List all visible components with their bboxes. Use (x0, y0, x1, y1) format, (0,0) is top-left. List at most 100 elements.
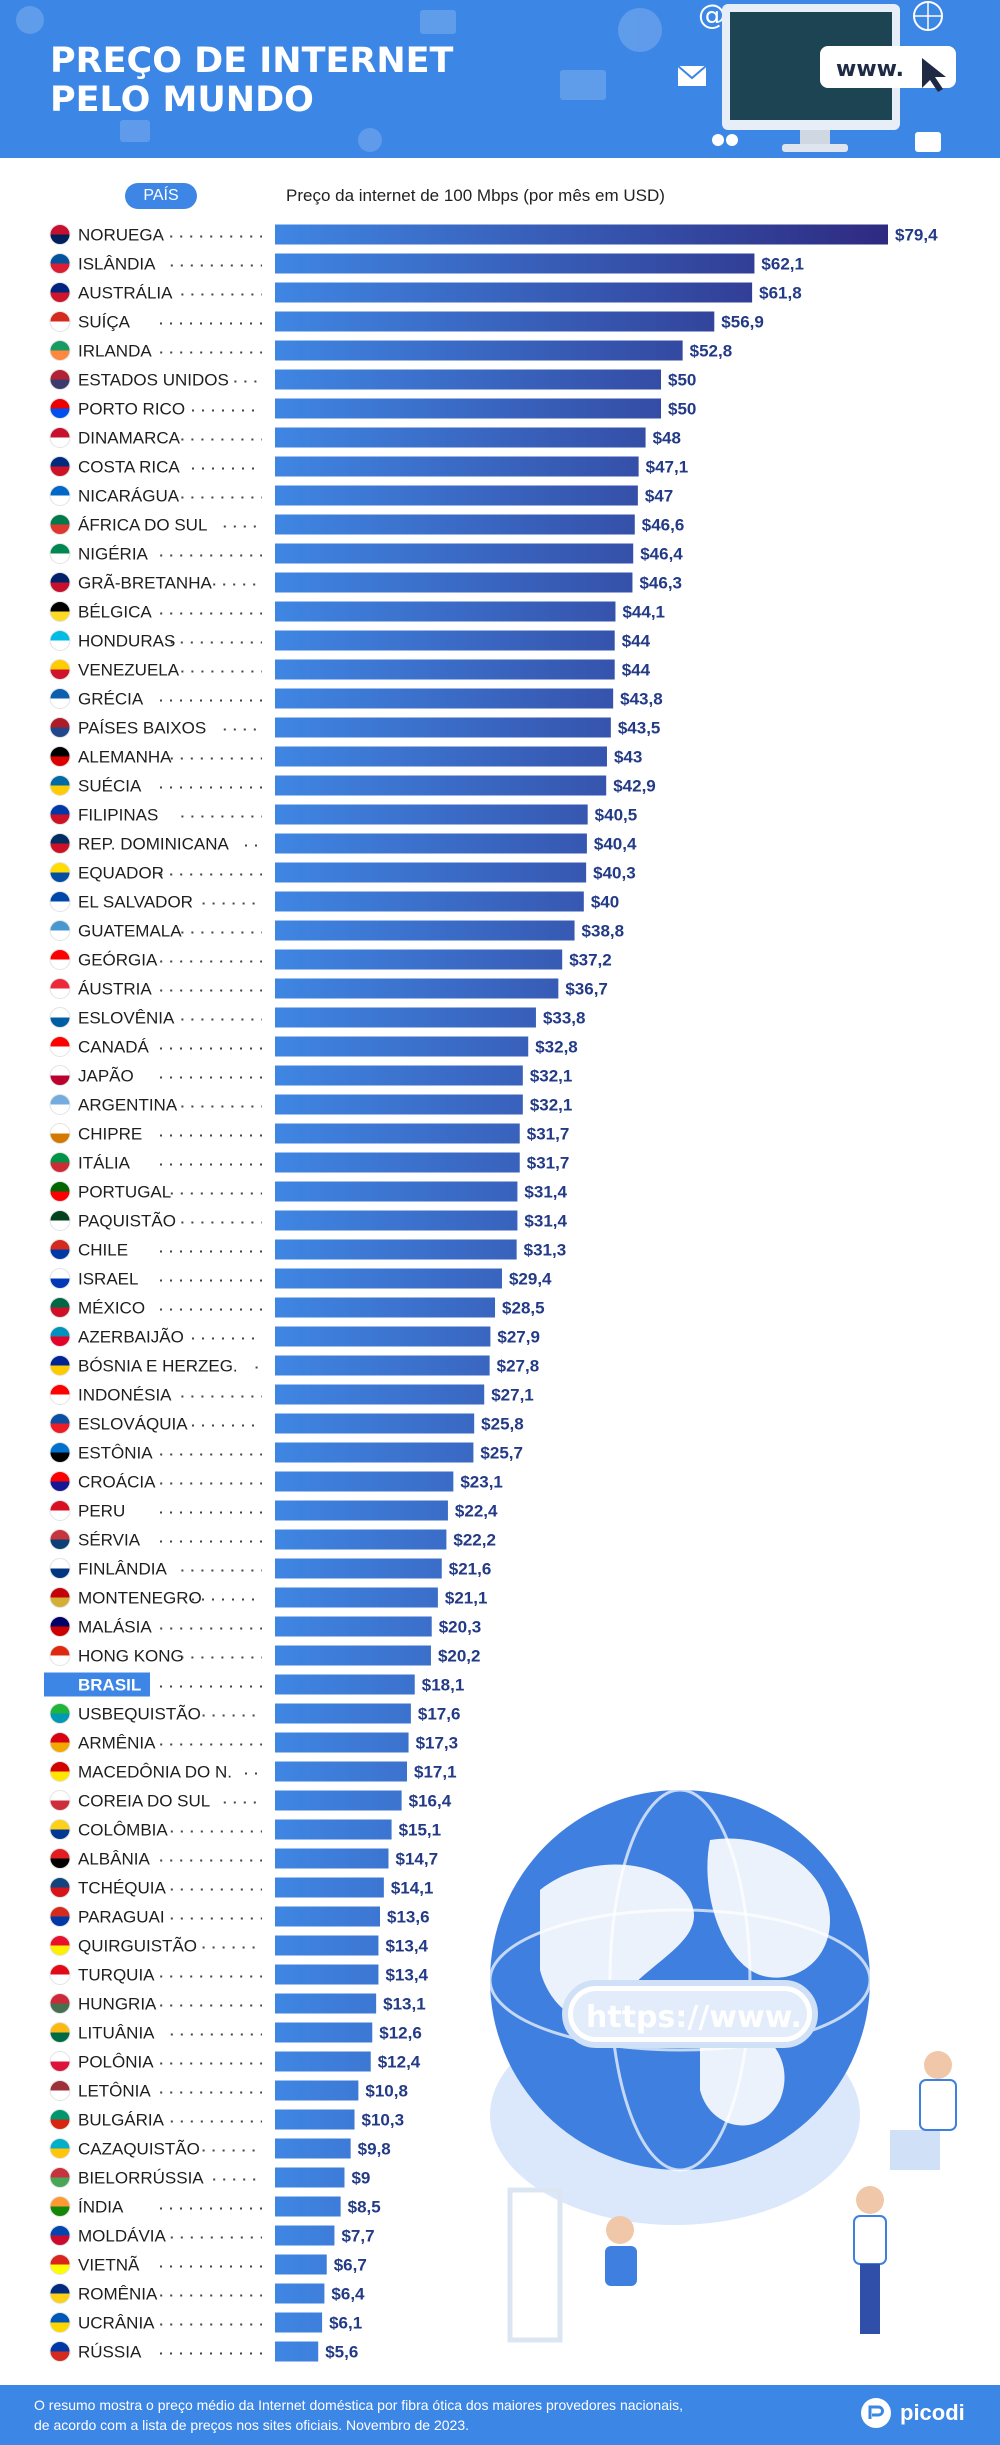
bar (275, 1993, 377, 2014)
country-label: GRÃ-BRETANHA (78, 574, 212, 593)
flag-icon (49, 2196, 71, 2217)
country-label: ALBÂNIA (78, 1850, 150, 1869)
bar (275, 1616, 432, 1637)
bar (275, 659, 615, 680)
value-label: $23,1 (460, 1473, 503, 1492)
bar (275, 1790, 402, 1811)
country-label: AZERBAIJÃO (78, 1328, 184, 1347)
chart-row: ESTÔNIA $25,7 (49, 1442, 523, 1463)
chart-row: PAÍSES BAIXOS $43,5 (49, 717, 660, 738)
value-label: $48 (653, 429, 681, 448)
flag-icon (49, 1790, 71, 1811)
bar (275, 1036, 529, 1057)
country-label: BÓSNIA E HERZEG. (78, 1357, 238, 1376)
country-label: ÍNDIA (78, 2198, 124, 2217)
chart-row: MOLDÁVIA $7,7 (49, 2225, 375, 2246)
brand-name: picodi (900, 2400, 965, 2425)
country-label: NIGÉRIA (78, 545, 149, 564)
chart-row: CROÁCIA $23,1 (49, 1471, 503, 1492)
country-label: VENEZUELA (78, 661, 180, 680)
flag-icon (49, 1703, 71, 1724)
country-label: JAPÃO (78, 1067, 134, 1086)
chart-row: COREIA DO SUL $16,4 (49, 1790, 452, 1811)
flag-icon (49, 920, 71, 941)
value-label: $28,5 (502, 1299, 545, 1318)
value-label: $62,1 (761, 255, 804, 274)
bar (275, 775, 607, 796)
country-label: PORTUGAL (78, 1183, 171, 1202)
flag-icon (49, 775, 71, 796)
chart-row: NIGÉRIA $46,4 (49, 543, 683, 564)
flag-icon (49, 1152, 71, 1173)
country-label: NORUEGA (78, 226, 165, 245)
value-label: $22,2 (453, 1531, 496, 1550)
bar (275, 1239, 517, 1260)
url-pill (562, 1980, 818, 2048)
bar (275, 1471, 454, 1492)
flag-icon (49, 1355, 71, 1376)
bar (275, 456, 639, 477)
bar (275, 1326, 491, 1347)
chart-row: GRÉCIA $43,8 (49, 688, 663, 709)
value-label: $8,5 (348, 2198, 381, 2217)
bar (275, 1732, 409, 1753)
chart-row: BIELORRÚSSIA $9 (49, 2167, 370, 2188)
value-label: $40,3 (593, 864, 636, 883)
bar (275, 398, 662, 419)
cursor-icon (922, 58, 946, 92)
value-label: $9,8 (358, 2140, 391, 2159)
value-label: $32,1 (530, 1096, 573, 1115)
value-label: $47,1 (646, 458, 689, 477)
country-label: ITÁLIA (78, 1154, 131, 1173)
value-label: $22,4 (455, 1502, 498, 1521)
country-label: CROÁCIA (78, 1473, 156, 1492)
country-label: ARGENTINA (78, 1096, 178, 1115)
value-label: $47 (645, 487, 673, 506)
value-label: $27,1 (491, 1386, 534, 1405)
chart-row: RÚSSIA $5,6 (49, 2341, 358, 2362)
footnote-line-2: de acordo com a lista de preços nos site… (34, 2417, 470, 2433)
bar (275, 2196, 341, 2217)
bar (275, 1413, 475, 1434)
footer: O resumo mostra o preço médio da Interne… (0, 2385, 1000, 2445)
chart-row: ISLÂNDIA $62,1 (49, 253, 804, 274)
value-label: $40,4 (594, 835, 637, 854)
bar (275, 1587, 438, 1608)
country-label: IRLANDA (78, 342, 152, 361)
flag-icon (49, 2225, 71, 2246)
chart-row: PORTO RICO $50 (49, 398, 696, 419)
value-label: $31,7 (527, 1154, 570, 1173)
bar (275, 717, 611, 738)
country-label: CHILE (78, 1241, 128, 1260)
flag-icon (49, 1848, 71, 1869)
chart-row: BRASIL $18,1 (44, 1672, 464, 1697)
chart-row: FINLÂNDIA $21,6 (49, 1558, 491, 1579)
chart-row: IRLANDA $52,8 (49, 340, 732, 361)
bar (275, 2138, 351, 2159)
bar (275, 1268, 502, 1289)
country-label: ISLÂNDIA (78, 255, 156, 274)
flag-icon (49, 456, 71, 477)
chart-row: POLÔNIA $12,4 (49, 2051, 421, 2072)
value-label: $43 (614, 748, 642, 767)
value-label: $44 (622, 661, 651, 680)
computer-illustration: @ www. (677, 0, 956, 152)
flag-icon (49, 2312, 71, 2333)
flag-icon (49, 2254, 71, 2275)
bar (275, 2312, 323, 2333)
country-label: FINLÂNDIA (78, 1560, 167, 1579)
bar (275, 1703, 411, 1724)
brand-logo[interactable]: picodi (860, 2397, 965, 2429)
chart-row: HONDURAS $44 (49, 630, 651, 651)
bar (275, 1674, 415, 1695)
country-label: DINAMARCA (78, 429, 181, 448)
chart-row: EQUADOR $40,3 (49, 862, 636, 883)
bar (275, 369, 662, 390)
flag-icon (49, 514, 71, 535)
bar (275, 2080, 359, 2101)
bar (275, 2109, 355, 2130)
url-pill-text: https://www. (586, 2000, 802, 2035)
value-label: $44 (622, 632, 651, 651)
value-label: $20,2 (438, 1647, 481, 1666)
chart-row: ÁFRICA DO SUL $46,6 (49, 514, 684, 535)
